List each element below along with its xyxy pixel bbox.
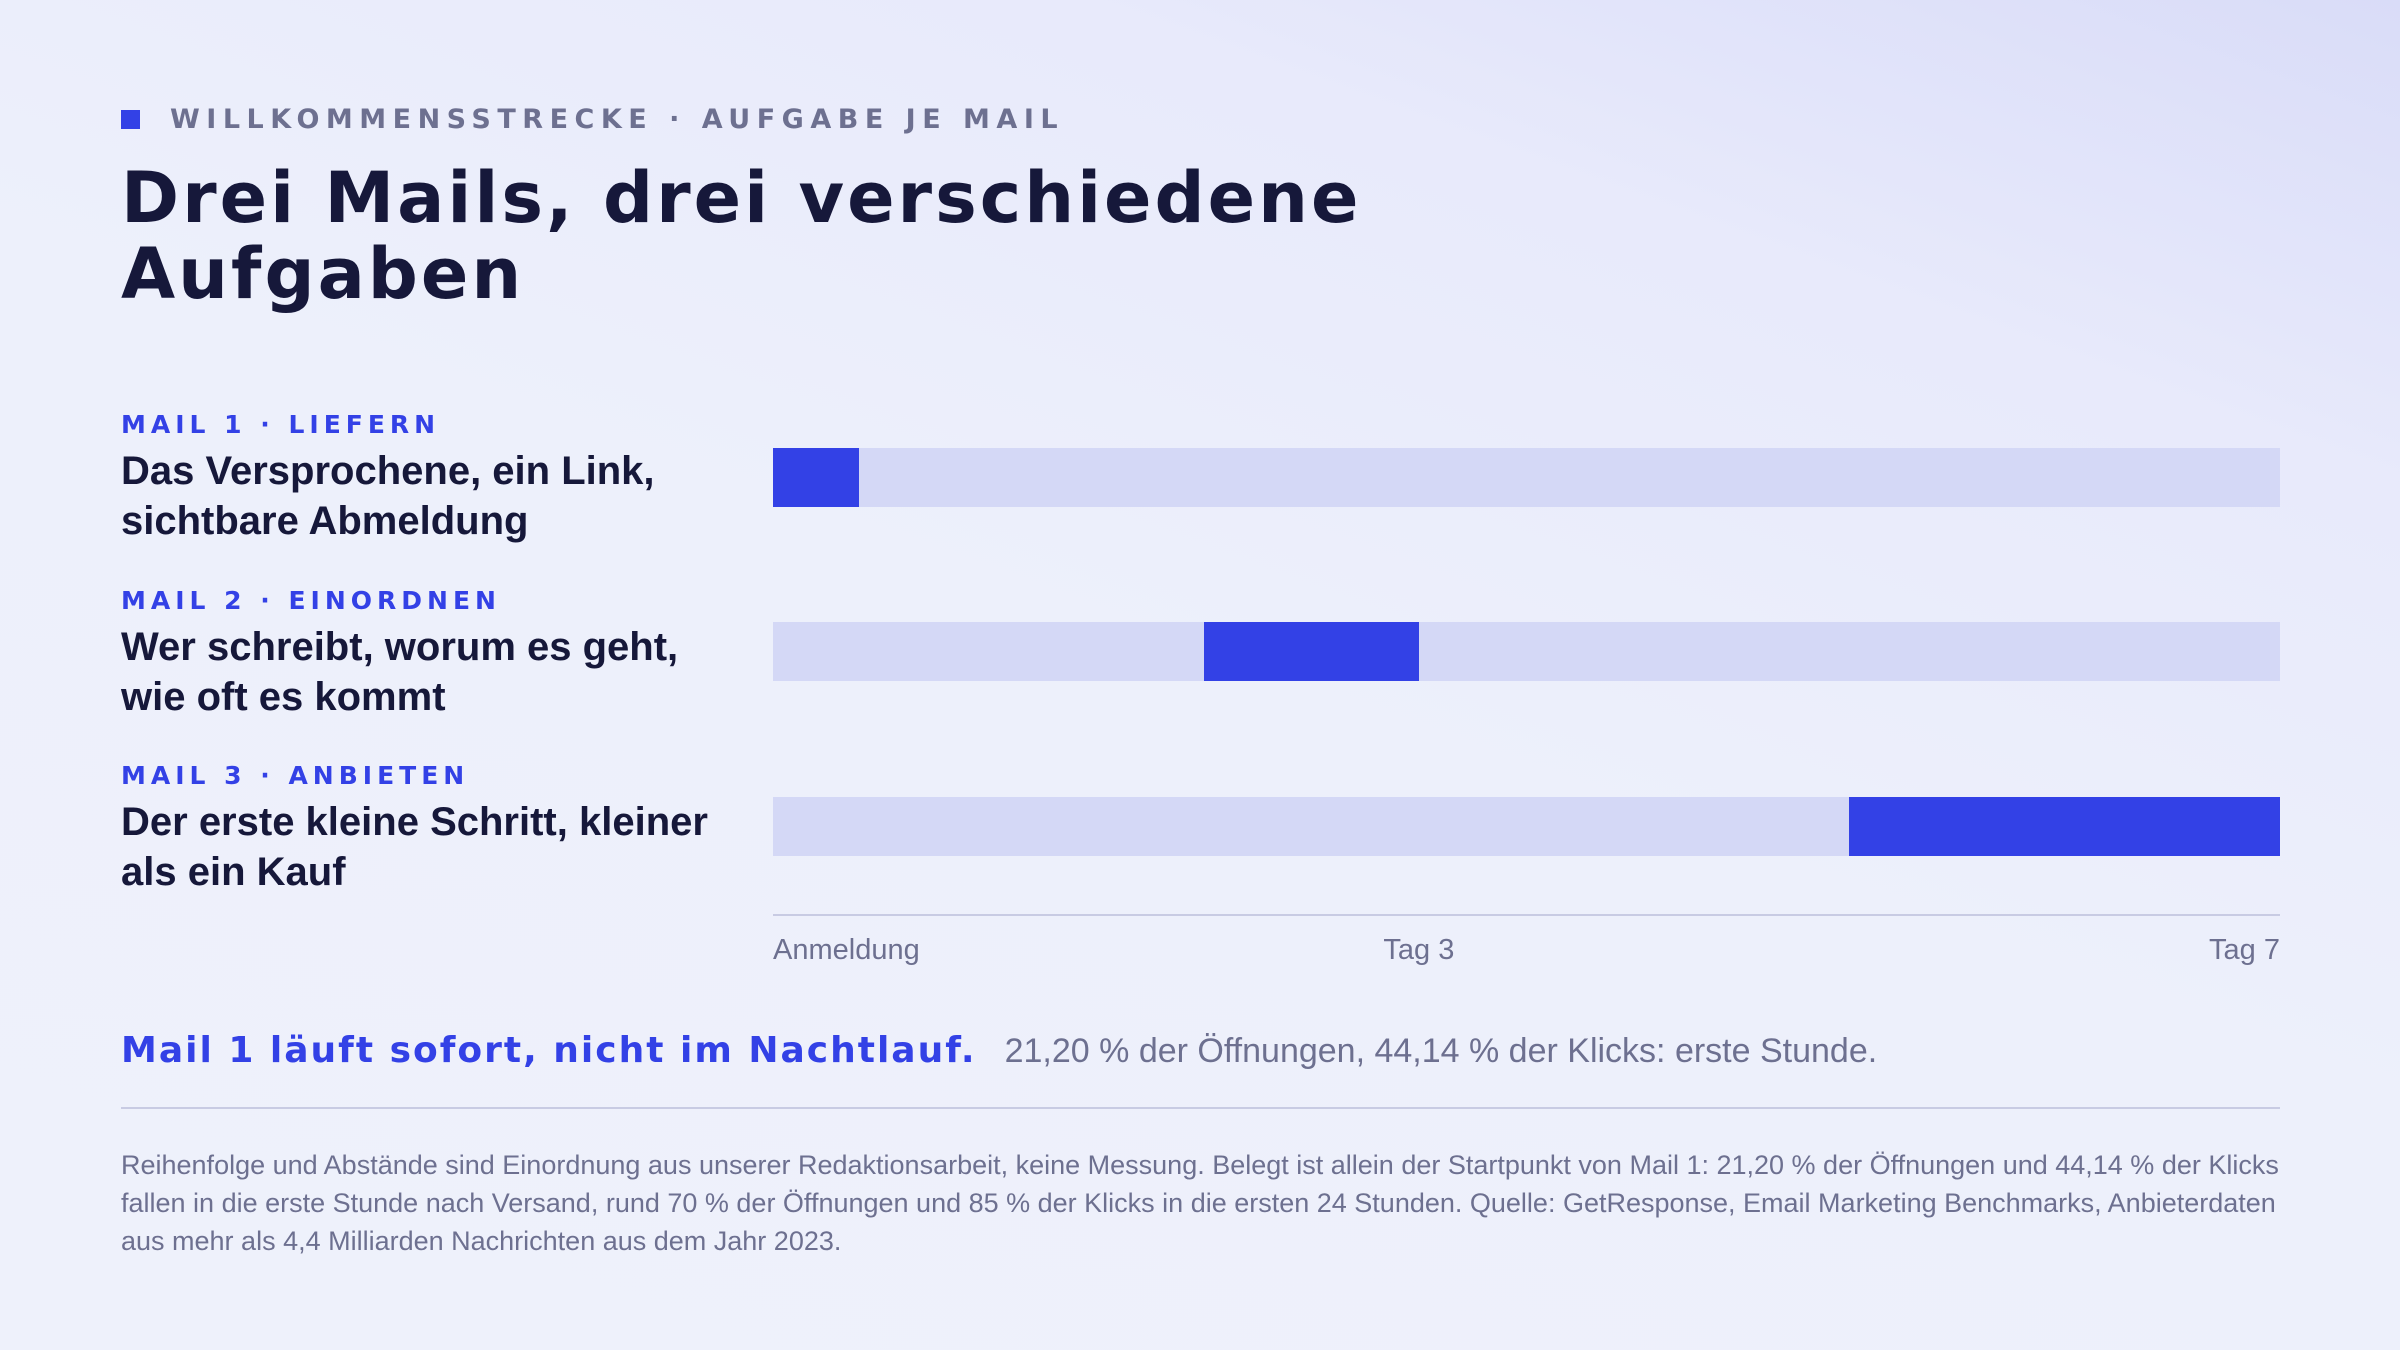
row-label-3: MAIL 3 · ANBIETEN Der erste kleine Schri…: [121, 761, 741, 897]
kicker: WILLKOMMENSSTRECKE · AUFGABE JE MAIL: [121, 104, 1064, 135]
kicker-square-icon: [121, 110, 140, 129]
x-axis-line: [773, 914, 2280, 916]
x-tick-label: Tag 3: [1383, 934, 1455, 966]
timeline-segment-mail-1: [773, 448, 860, 507]
callout: Mail 1 läuft sofort, nicht im Nachtlauf.…: [121, 1030, 1877, 1071]
source-note: Reihenfolge und Abstände sind Einordnung…: [121, 1150, 2279, 1256]
row-label-1: MAIL 1 · LIEFERN Das Versprochene, ein L…: [121, 410, 741, 546]
page-title: Drei Mails, drei verschiedene Aufgaben: [121, 157, 1362, 315]
divider: [121, 1107, 2280, 1109]
row-label-2: MAIL 2 · EINORDNEN Wer schreibt, worum e…: [121, 586, 741, 722]
row-description: Der erste kleine Schritt, kleiner als ei…: [121, 800, 708, 894]
row-tag: MAIL 3 · ANBIETEN: [121, 761, 470, 790]
timeline-segment-mail-2: [1203, 622, 1419, 681]
x-tick-label: Anmeldung: [773, 934, 920, 966]
timeline-track-1: [773, 448, 2280, 507]
timeline-segment-mail-3: [1849, 797, 2280, 856]
row-description: Wer schreibt, worum es geht, wie oft es …: [121, 625, 679, 719]
timeline-track-3: [773, 797, 2280, 856]
row-description: Das Versprochene, ein Link, sichtbare Ab…: [121, 449, 655, 543]
x-tick-label: Tag 7: [2209, 934, 2280, 966]
callout-rest: 21,20 % der Öffnungen, 44,14 % der Klick…: [1004, 1032, 1878, 1070]
timeline-track-2: [773, 622, 2280, 681]
kicker-text: WILLKOMMENSSTRECKE · AUFGABE JE MAIL: [170, 104, 1065, 135]
callout-lead: Mail 1 läuft sofort, nicht im Nachtlauf.: [121, 1030, 977, 1071]
row-tag: MAIL 2 · EINORDNEN: [121, 586, 501, 615]
row-tag: MAIL 1 · LIEFERN: [121, 410, 441, 439]
